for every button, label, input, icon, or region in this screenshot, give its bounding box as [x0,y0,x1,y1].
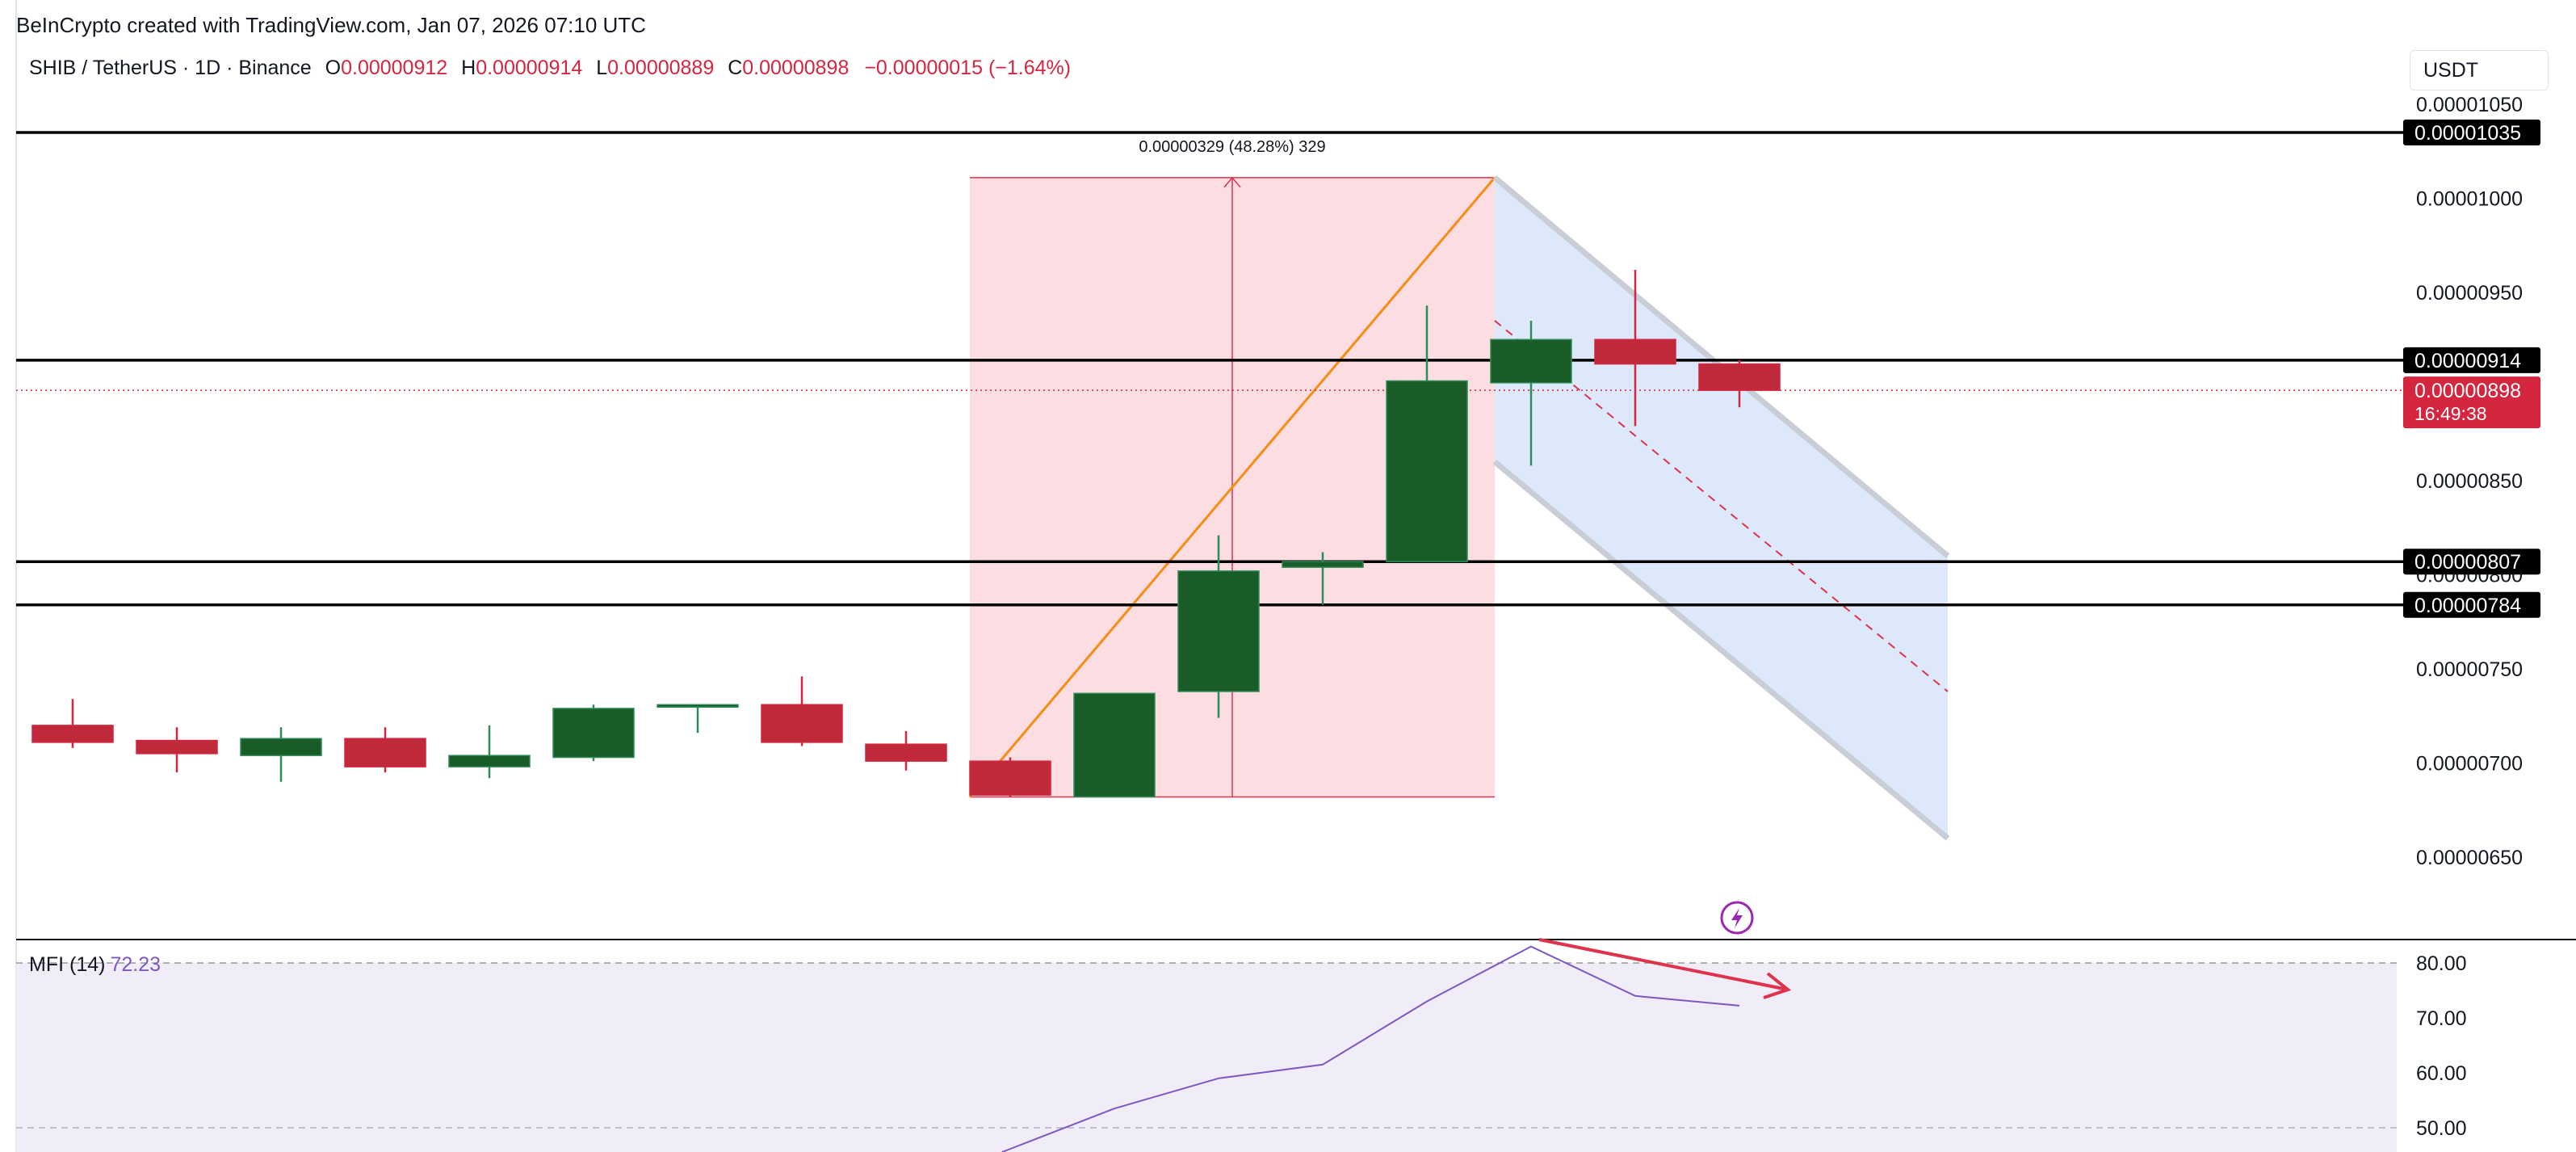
candle-body [761,704,843,743]
open-value: 0.00000912 [341,57,448,79]
price-tick: 0.00000750 [2416,658,2523,681]
candle-body [552,708,635,759]
current-price-label: 0.00000898 [2414,380,2521,402]
mfi-band-fill [16,963,2397,1152]
candle-body [344,738,426,767]
candle-body [1177,570,1260,692]
candle-body [448,755,531,767]
candle-body [865,743,947,762]
mfi-line [1001,945,1740,1152]
channel-lower-edge [1492,460,1950,841]
level-price-label: 0.00000784 [2414,595,2521,617]
mfi-tick: 70.00 [2416,1007,2467,1030]
candle-body [657,704,739,708]
low-label: L [596,57,608,79]
change-value: −0.00000015 (−1.64%) [864,57,1072,79]
level-price-tag [2403,347,2540,373]
symbol-legend[interactable]: SHIB / TetherUS · 1D · Binance O0.000009… [29,57,1071,80]
candle-body [1594,338,1676,365]
candle-body [1073,692,1156,798]
channel-midline [1494,320,1949,692]
level-price-label: 0.00000914 [2414,350,2521,372]
level-price-tag [2403,549,2540,575]
price-tick: 0.00001000 [2416,188,2523,211]
divergence-arrow-head [1763,972,1792,999]
price-tick: 0.00000850 [2416,470,2523,493]
level-price-label: 0.00001035 [2414,122,2521,145]
candle-body [1490,338,1572,384]
measure-arrow-head [1223,176,1241,188]
price-tick: 0.00000950 [2416,282,2523,305]
candle-body [240,738,322,756]
chart-credit: BeInCrypto created with TradingView.com,… [16,13,646,37]
candle-body [1698,363,1781,391]
mfi-name: MFI (14) [29,953,106,976]
open-label: O [325,57,342,79]
high-value: 0.00000914 [476,57,583,79]
candle-body [31,725,114,743]
mfi-legend[interactable]: MFI (14) 72.23 [29,953,161,977]
candle-body [136,739,218,755]
close-value: 0.00000898 [742,57,850,79]
level-price-tag [2403,591,2540,618]
level-price-tag [2403,119,2540,145]
channel-fill [1495,177,1948,839]
current-price-tag [2403,376,2540,429]
measure-label: 0.00000329 (48.28%) 329 [1139,138,1325,156]
candle-body [1282,561,1364,568]
price-tick: 0.00001050 [2416,94,2523,116]
level-price-label: 0.00000807 [2414,551,2521,574]
symbol-name: SHIB / TetherUS · 1D · Binance [29,57,312,79]
price-tick: 0.00000650 [2416,847,2523,869]
low-value: 0.00000889 [607,57,715,79]
mfi-tick: 50.00 [2416,1117,2467,1140]
divergence-arrow-shaft [1538,938,1789,991]
close-label: C [728,57,743,79]
lightning-icon-glyph [1731,908,1743,928]
high-label: H [461,57,476,79]
mfi-tick: 60.00 [2416,1062,2467,1085]
countdown-label: 16:49:38 [2414,403,2487,424]
mfi-tick: 80.00 [2416,952,2467,975]
trend-line [968,176,1496,798]
candle-body [969,760,1051,796]
price-tick: 0.00000700 [2416,753,2523,776]
currency-button[interactable]: USDT [2410,50,2549,90]
mfi-value: 72.23 [110,953,162,976]
candle-body [1386,380,1468,562]
